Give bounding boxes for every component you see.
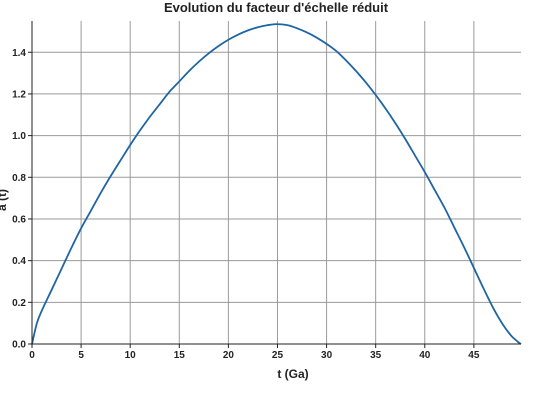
x-tick-label: 35 [370, 350, 382, 361]
x-tick-label: 45 [468, 350, 480, 361]
y-tick-label: 1.0 [12, 131, 26, 142]
y-tick-label: 0.4 [12, 256, 26, 267]
x-tick-label: 15 [174, 350, 186, 361]
y-tick-label: 1.2 [12, 89, 26, 100]
x-tick-label: 0 [29, 350, 35, 361]
y-tick-label: 1.4 [12, 48, 26, 59]
series-line [31, 23, 522, 345]
x-tick-label: 10 [125, 350, 137, 361]
y-tick-label: 0.6 [12, 214, 26, 225]
series-layer [31, 23, 522, 345]
grid [31, 21, 521, 345]
y-tick-label: 0.0 [12, 340, 26, 351]
y-axis-label: a (t) [0, 189, 9, 211]
x-axis-label: t (Ga) [277, 367, 308, 381]
x-tick-label: 40 [419, 350, 431, 361]
x-tick-label: 30 [321, 350, 333, 361]
axes [28, 21, 521, 348]
x-tick-label: 20 [223, 350, 235, 361]
tick-labels: 0 5 10 15 20 25 30 35 40 45 0.0 0.2 0.4 0.6 0.8 1.0 1.2 1… [12, 48, 480, 361]
y-tick-label: 0.8 [12, 173, 26, 184]
chart-title: Evolution du facteur d'échelle réduit [164, 0, 389, 15]
x-tick-label: 5 [78, 350, 84, 361]
x-tick-label: 25 [272, 350, 284, 361]
y-tick-label: 0.2 [12, 298, 26, 309]
